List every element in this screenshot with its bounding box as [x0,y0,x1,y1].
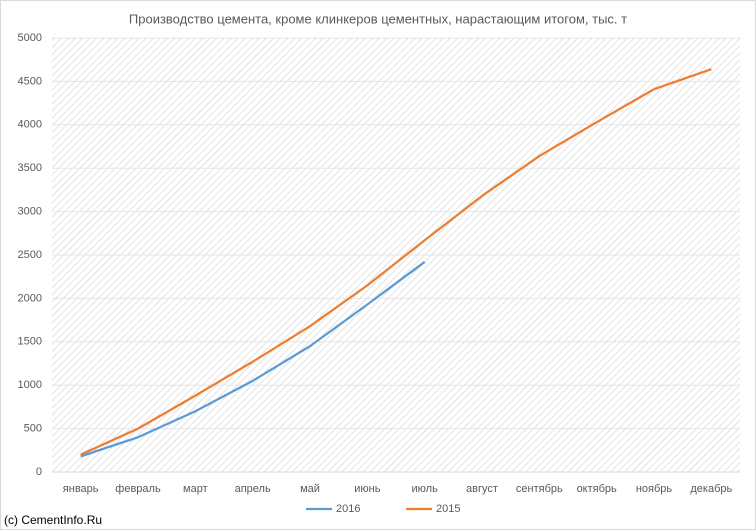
x-tick-label: июнь [354,483,380,495]
x-tick-label: октябрь [577,483,617,495]
y-tick-label: 1500 [18,336,42,348]
x-tick-label: март [183,483,208,495]
x-tick-label: август [466,483,498,495]
line [80,261,426,458]
x-tick-label: июль [412,483,439,495]
y-tick-label: 5000 [18,32,42,44]
x-tick-label: май [300,483,320,495]
x-tick-label: январь [63,483,99,495]
source: (c) CementInfo.Ru [4,513,102,527]
y-tick-label: 3500 [18,162,42,174]
chart-title: Производство цемента, кроме клинкеров це… [129,11,627,26]
line [80,68,712,456]
x-tick-label: апрель [235,483,271,495]
legend-label: 2016 [336,503,360,515]
y-tick-label: 0 [36,466,42,478]
x-tick-label: сентябрь [516,483,563,495]
y-tick-label: 2000 [18,292,42,304]
x-tick-label: декабрь [690,483,732,495]
legend-label: 2015 [436,503,460,515]
x-tick-label: ноябрь [636,483,673,495]
y-tick-label: 500 [24,423,42,435]
y-tick-label: 1000 [18,379,42,391]
x-tick-label: февраль [115,483,161,495]
y-tick-label: 4500 [18,75,42,87]
y-tick-label: 3000 [18,206,42,218]
y-tick-label: 2500 [18,249,42,261]
y-tick-label: 4000 [18,119,42,131]
